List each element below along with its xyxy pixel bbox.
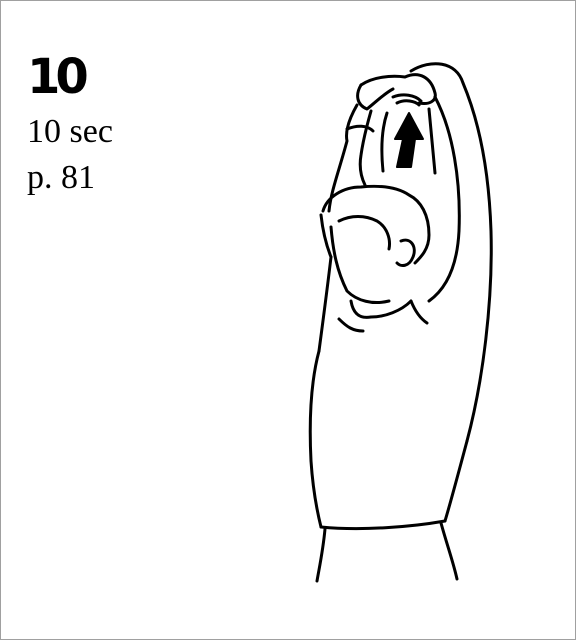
left-arm-outline (327, 103, 359, 213)
torso-left (308, 349, 323, 529)
left-leg (315, 527, 327, 583)
left-sleeve-cuff (345, 124, 375, 133)
waistline (319, 519, 447, 531)
collar-right (409, 299, 429, 325)
hair-line (337, 215, 391, 251)
right-leg (439, 521, 459, 581)
neck (349, 299, 413, 319)
torso-right (443, 439, 469, 523)
hands-top (359, 73, 437, 105)
left-hand (356, 83, 395, 111)
hair-back (319, 213, 333, 259)
page-reference: p. 81 (27, 159, 95, 196)
ear (395, 238, 416, 267)
hand-fingers-2 (395, 99, 421, 107)
forearm-line (380, 111, 389, 173)
right-arm-inner (427, 95, 461, 303)
hand-fingers (391, 93, 423, 103)
collar-left (337, 317, 365, 333)
right-arm-outline (409, 62, 493, 443)
duration-label: 10 sec (27, 113, 113, 150)
step-number: 10 (27, 49, 89, 105)
left-arm-inner (358, 109, 373, 187)
forearm-line-2 (427, 107, 437, 175)
back-left-upper (317, 255, 333, 353)
head-back (329, 225, 391, 305)
up-arrow-icon (394, 112, 424, 168)
hair-outline (321, 184, 431, 265)
